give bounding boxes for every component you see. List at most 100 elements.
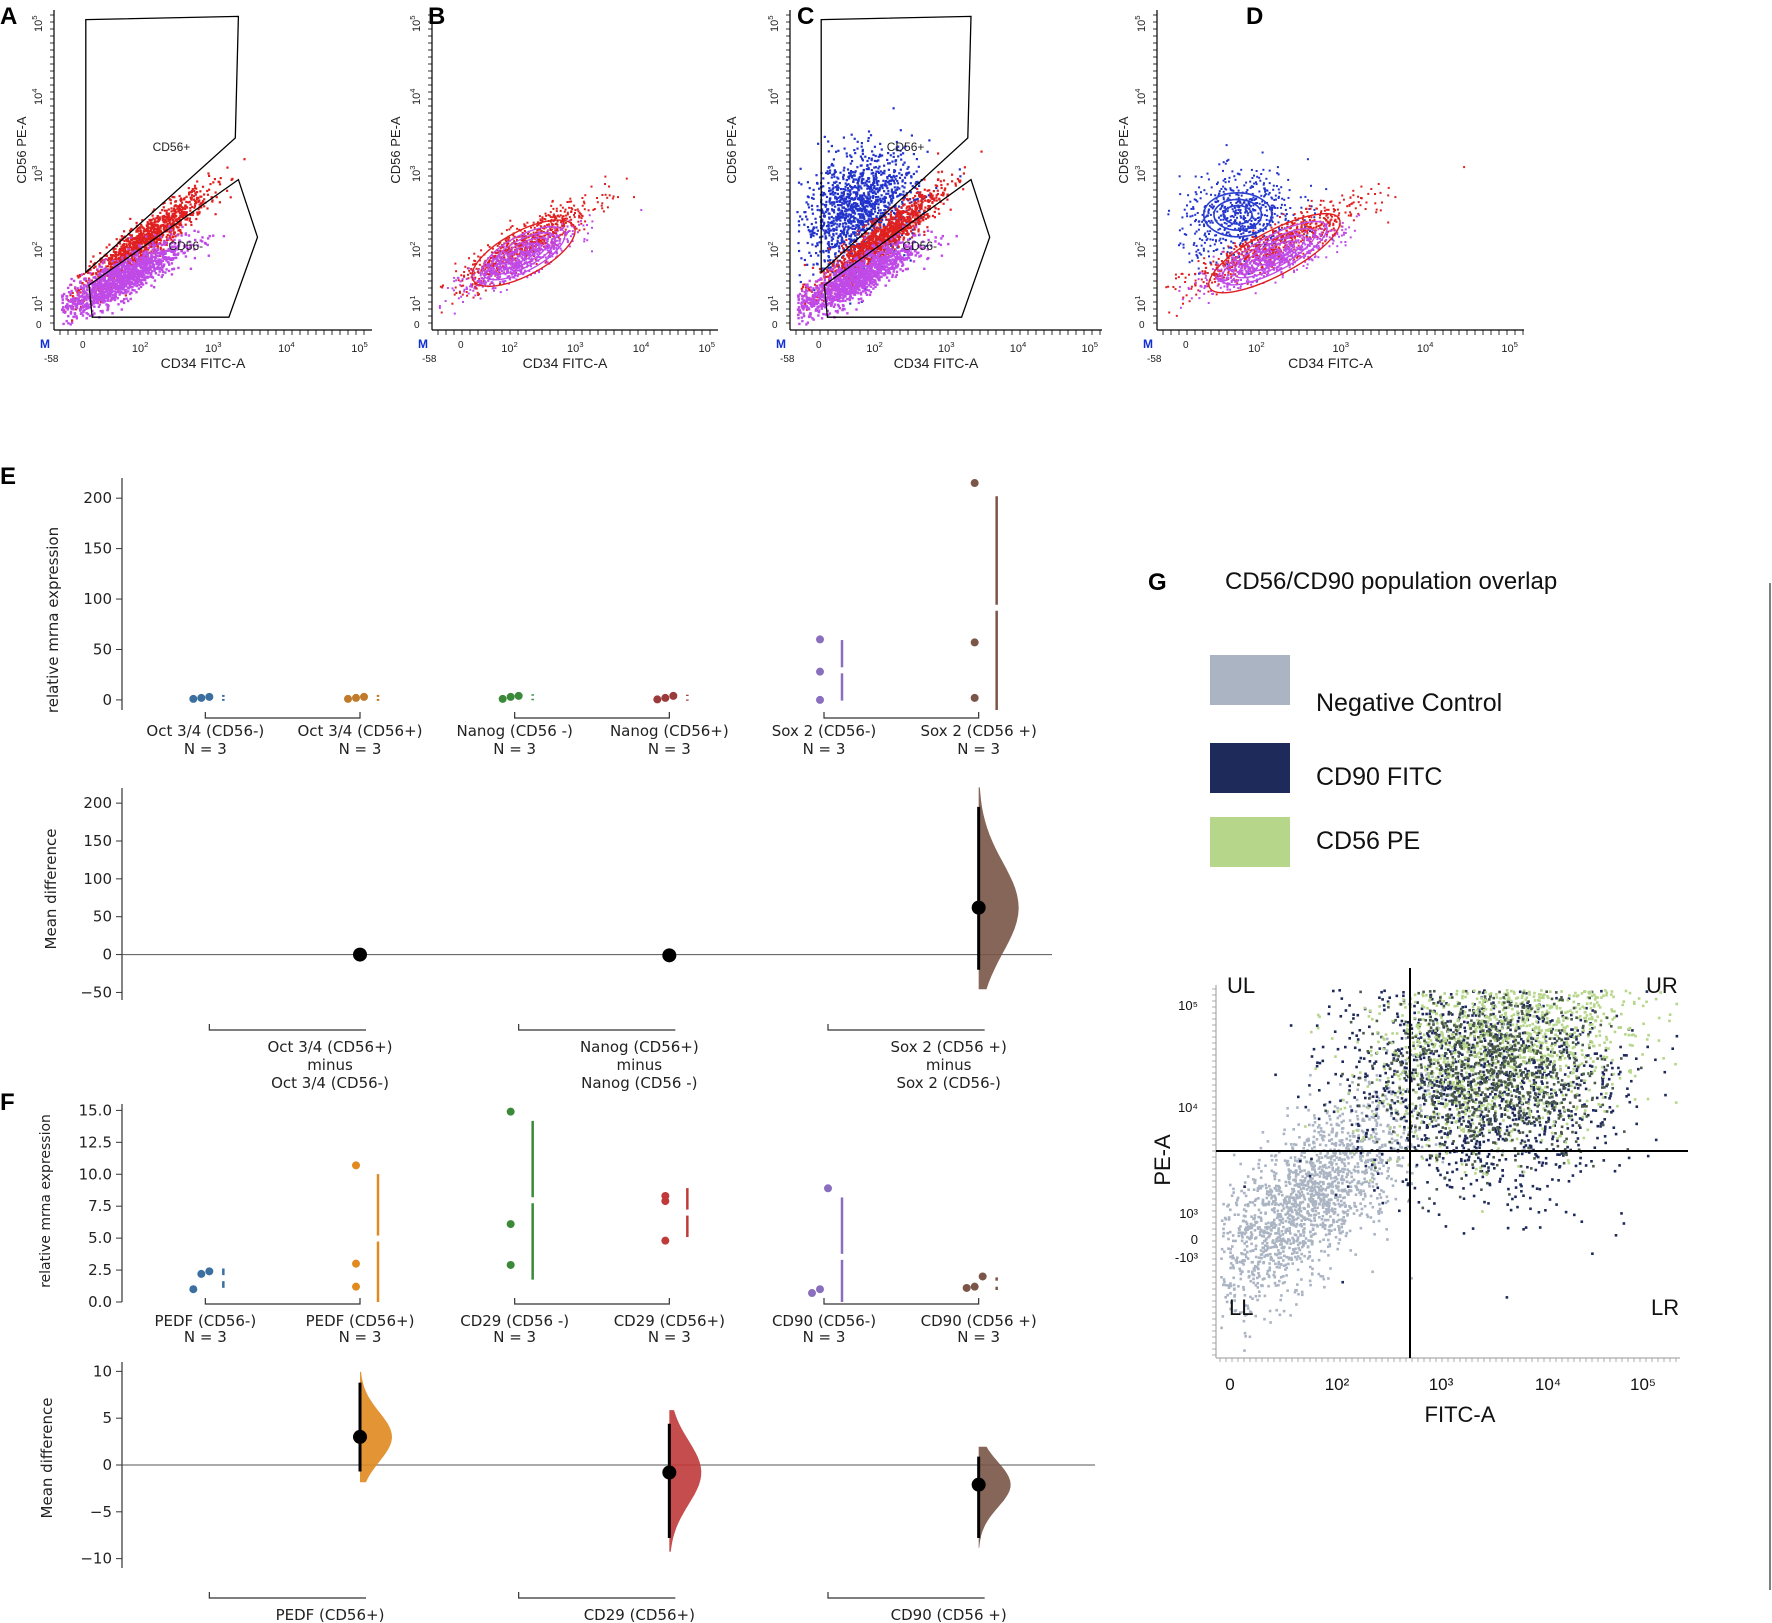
flow-event-dot — [896, 188, 899, 191]
flow-event-dot — [194, 193, 197, 196]
flow-event-dot — [845, 214, 848, 217]
flow-event-dot — [101, 270, 104, 273]
flow-y-decade-base: 10 — [769, 246, 781, 258]
flow-event-dot — [868, 197, 872, 200]
flow-event-dot — [82, 310, 85, 313]
flow-event-dot — [181, 225, 184, 229]
flow-event-dot — [132, 273, 135, 276]
flow-event-dot — [147, 246, 151, 249]
flow-event-dot — [494, 264, 497, 267]
flow-event-dot — [152, 223, 155, 226]
flow-event-dot — [457, 297, 460, 300]
flow-event-dot — [808, 187, 811, 190]
flow-event-dot — [153, 208, 156, 211]
flow-event-dot — [133, 255, 136, 258]
flow-event-dot — [127, 282, 131, 285]
flow-event-dot — [549, 234, 552, 237]
flow-event-dot — [124, 294, 127, 297]
flow-event-dot — [857, 228, 860, 231]
flow-event-dot — [169, 258, 172, 261]
flow-event-dot — [156, 248, 159, 251]
flow-event-dot — [480, 269, 483, 272]
gate-pos-label: CD56+ — [153, 140, 191, 154]
flow-event-dot — [579, 213, 582, 215]
flow-x-decade-exp: 5 — [1094, 340, 1098, 349]
flow-event-dot — [871, 191, 874, 195]
flow-event-dot — [157, 224, 160, 227]
flow-event-dot — [489, 283, 492, 286]
flow-event-dot — [146, 227, 149, 230]
flow-event-dot — [895, 175, 898, 178]
flow-event-dot — [472, 273, 475, 276]
flow-event-dot — [526, 245, 528, 248]
flow-event-dot — [70, 289, 73, 293]
flow-event-dot — [139, 269, 143, 272]
flow-x-decade-base: 10 — [633, 343, 645, 355]
flow-event-dot — [74, 297, 77, 300]
flow-event-dot — [640, 209, 643, 211]
flow-event-dot — [499, 265, 502, 268]
flow-event-dot — [180, 213, 183, 216]
flow-event-dot — [520, 236, 523, 239]
flow-event-dot — [98, 303, 102, 306]
flow-event-dot — [120, 274, 123, 278]
flow-contour-line — [507, 242, 540, 264]
flow-event-dot — [150, 258, 153, 262]
flow-event-dot — [123, 246, 127, 249]
flow-event-dot — [114, 253, 117, 256]
flow-event-dot — [511, 269, 514, 271]
flow-event-dot — [555, 210, 558, 213]
flow-event-dot — [145, 238, 148, 241]
flow-x-decade-base: 10 — [1010, 343, 1022, 355]
flow-event-dot — [488, 276, 491, 279]
flow-event-dot — [81, 301, 84, 304]
flow-event-dot — [887, 212, 890, 216]
flow-event-dot — [86, 312, 90, 316]
flow-event-dot — [465, 286, 468, 289]
flow-event-dot — [488, 273, 491, 276]
flow-event-dot — [165, 241, 168, 244]
flow-event-dot — [120, 308, 123, 311]
flow-y-decade-exp: 3 — [766, 165, 775, 169]
flow-event-dot — [153, 218, 156, 221]
flow-event-dot — [188, 246, 192, 249]
flow-event-dot — [96, 284, 99, 288]
flow-event-dot — [178, 205, 181, 208]
flow-event-dot — [863, 210, 866, 213]
flow-event-dot — [507, 259, 510, 262]
flow-y-label: CD56 PE-A — [14, 116, 29, 184]
flow-event-dot — [891, 178, 894, 181]
flow-event-dot — [859, 200, 862, 203]
flow-event-dot — [478, 259, 481, 262]
flow-event-dot — [472, 277, 475, 280]
flow-event-dot — [520, 265, 523, 268]
flow-event-dot — [110, 284, 113, 287]
flow-event-dot — [142, 250, 145, 253]
flow-event-dot — [863, 194, 866, 197]
flow-event-dot — [150, 237, 154, 240]
flow-event-dot — [555, 222, 558, 225]
flow-event-dot — [461, 293, 464, 296]
flow-event-dot — [184, 233, 188, 236]
flow-event-dot — [118, 242, 121, 245]
flow-event-dot — [124, 250, 128, 253]
flow-event-dot — [493, 255, 496, 258]
flow-y-decade-text: 104 — [766, 88, 781, 105]
flow-event-dot — [158, 235, 161, 239]
flow-event-dot — [488, 265, 491, 268]
flow-event-dot — [85, 298, 88, 302]
flow-event-dot — [578, 214, 581, 217]
flow-event-dot — [149, 245, 152, 248]
flow-event-dot — [201, 200, 205, 203]
flow-event-dot — [888, 183, 891, 186]
flow-event-dot — [226, 166, 229, 169]
flow-event-dot — [570, 224, 573, 227]
flow-contour-line — [499, 237, 548, 270]
flow-event-dot — [76, 274, 79, 277]
flow-event-dot — [61, 298, 64, 301]
flow-event-dot — [530, 257, 533, 260]
panel-label-d: D — [1246, 3, 1263, 30]
flow-x-decade-exp: 4 — [1022, 340, 1027, 349]
flow-event-dot — [535, 231, 538, 234]
flow-event-dot — [568, 200, 571, 203]
